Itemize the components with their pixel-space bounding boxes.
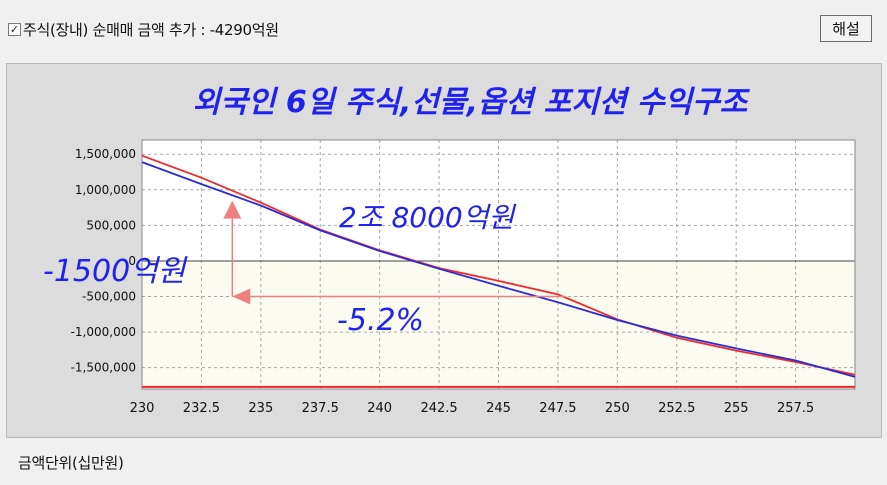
- series-line-1: [141, 161, 856, 378]
- x-tick-label: 247.5: [539, 401, 576, 416]
- annotation-loss: -1500억원: [43, 254, 188, 289]
- y-tick-label: 0: [128, 254, 136, 268]
- x-tick-label: 245: [486, 401, 511, 416]
- chart-panel: 외국인 6일 주식,선물,옵션 포지션 수익구조 1,500,000 1,000,…: [6, 63, 882, 438]
- top-bar: ✓ 주식(장내) 순매매 금액 추가 : -4290억원 해설: [0, 0, 887, 62]
- chart-title: 외국인 6일 주식,선물,옵션 포지션 수익구조: [193, 85, 751, 120]
- y-tick-label: -1,500,000: [71, 361, 136, 375]
- y-tick-label: -500,000: [82, 290, 136, 304]
- annotation-pct: -5.2%: [337, 303, 424, 338]
- x-tick-label: 232.5: [183, 401, 220, 416]
- x-tick-label: 252.5: [658, 401, 695, 416]
- arrow-left-head: [232, 288, 251, 305]
- x-tick-label: 255: [724, 401, 749, 416]
- x-tick-label: 240: [367, 401, 392, 416]
- x-tick-label: 230: [130, 401, 155, 416]
- checkbox-icon[interactable]: ✓: [8, 22, 21, 36]
- payoff-chart: 외국인 6일 주식,선물,옵션 포지션 수익구조 1,500,000 1,000,…: [43, 85, 856, 416]
- y-tick-label: 1,500,000: [75, 147, 136, 161]
- y-tick-label: 500,000: [86, 218, 136, 232]
- help-button[interactable]: 해설: [820, 15, 872, 42]
- net-trade-label: 주식(장내) 순매매 금액 추가 : -4290억원: [23, 20, 279, 39]
- x-tick-label: 235: [248, 401, 273, 416]
- unit-label: 금액단위(십만원): [18, 454, 124, 472]
- net-trade-toggle[interactable]: ✓ 주식(장내) 순매매 금액 추가 : -4290억원: [8, 18, 279, 40]
- y-tick-label: 1,000,000: [75, 183, 136, 197]
- plot-border: [141, 139, 856, 390]
- x-tick-label: 257.5: [777, 401, 814, 416]
- annotation-profit: 2조 8000억원: [339, 201, 516, 234]
- series-line-0: [141, 154, 856, 376]
- x-tick-label: 250: [605, 401, 630, 416]
- x-tick-label: 242.5: [420, 401, 457, 416]
- x-tick-label: 237.5: [302, 401, 339, 416]
- arrow-up-head: [223, 200, 242, 219]
- y-tick-label: -1,000,000: [71, 325, 136, 339]
